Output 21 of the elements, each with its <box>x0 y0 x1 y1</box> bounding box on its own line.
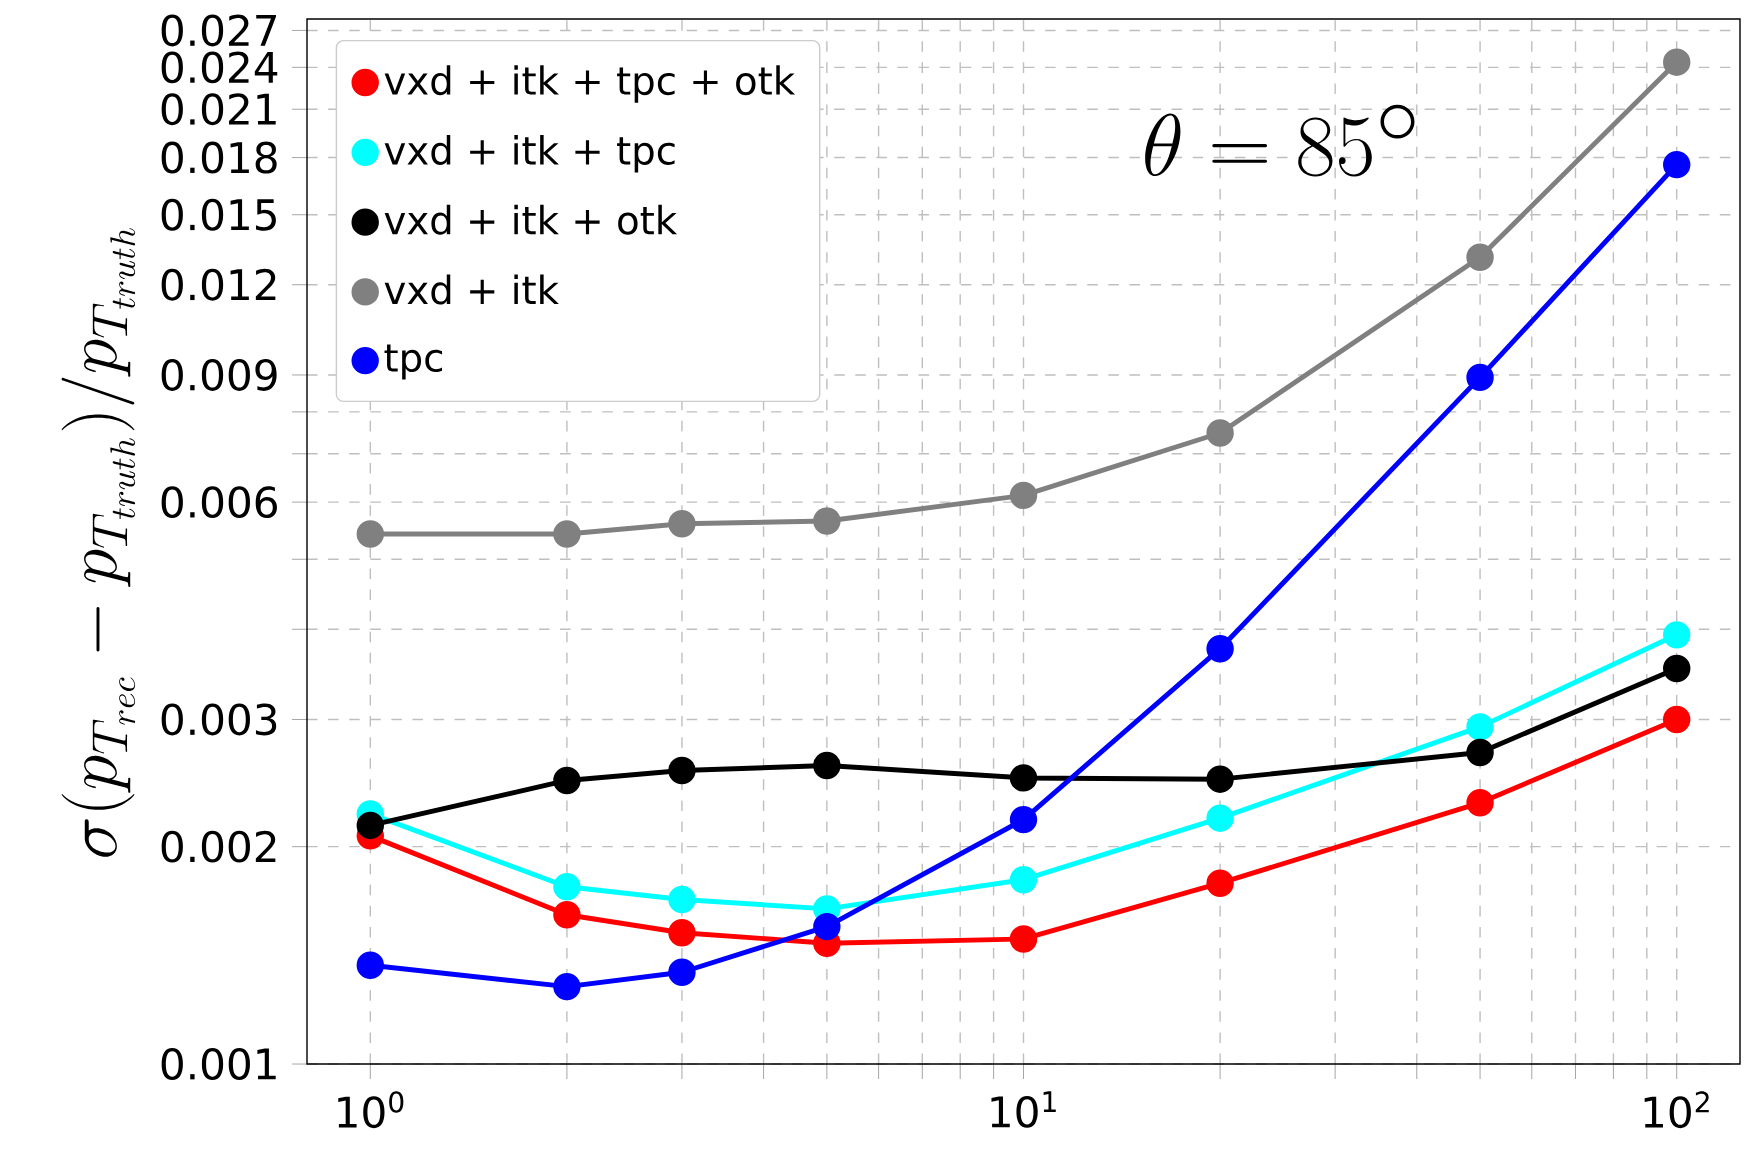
y-tick-label: 0.006 <box>161 486 277 519</box>
y-tick-label: 0.009 <box>161 358 277 391</box>
y-tick-label: 0.027 <box>161 14 276 47</box>
y-tick-label: 0.021 <box>161 93 276 126</box>
y-tick-label: 0.024 <box>161 51 278 84</box>
legend-label: vxd + itk <box>384 274 559 305</box>
legend-label: vxd + itk + tpc + otk <box>384 65 796 103</box>
x-tick-label: 10$^{1}$ <box>991 1091 1056 1128</box>
legend-label: vxd + itk + otk <box>384 204 678 235</box>
x-tick-label: 10$^{2}$ <box>1644 1091 1709 1129</box>
y-tick-label: 0.001 <box>161 1048 276 1080</box>
y-axis-title: $\sigma(p_{T_{rec}} - p_{T_{truth}})/p_{T_{truth}}$ <box>61 228 136 857</box>
annotation: $\theta = 85^{\circ}$ <box>1145 104 1415 177</box>
y-tick-label: 0.003 <box>161 703 277 736</box>
y-tick-label: 0.015 <box>161 198 276 231</box>
y-tick-label: 0.018 <box>161 141 277 174</box>
legend-label: tpc <box>384 344 443 380</box>
x-tick-label: 10$^{0}$ <box>338 1091 404 1129</box>
y-tick-label: 0.002 <box>161 830 276 863</box>
legend-label: vxd + itk + tpc <box>384 135 675 173</box>
y-tick-label: 0.012 <box>161 268 276 301</box>
